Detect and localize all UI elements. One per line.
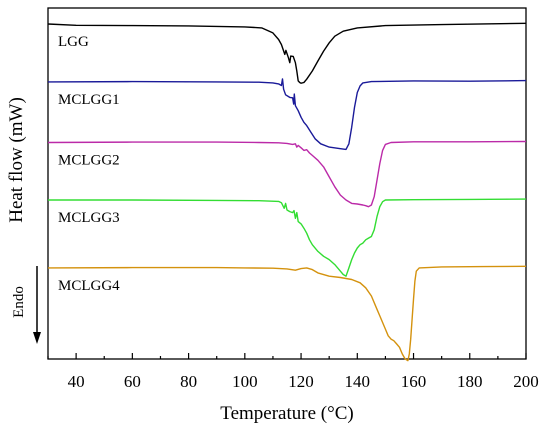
plot-frame xyxy=(47,7,527,360)
series-labels: LGG MCLGG1 MCLGG2 MCLGG3 MCLGG4 xyxy=(58,34,120,294)
series-line-mclgg4 xyxy=(47,265,527,362)
x-axis-ticks: 40 60 80 100 120 140 160 180 200 xyxy=(47,353,539,391)
y-axis-title: Heat flow (mW) xyxy=(6,97,27,223)
x-tick-label: 100 xyxy=(232,372,258,391)
x-tick-label: 120 xyxy=(288,372,314,391)
series-curves xyxy=(47,22,527,362)
x-tick-label: 60 xyxy=(124,372,141,391)
series-label-mclgg3: MCLGG3 xyxy=(58,210,120,226)
x-axis-title: Temperature (°C) xyxy=(220,403,353,424)
series-line-mclgg1 xyxy=(47,78,527,151)
series-line-lgg xyxy=(47,22,527,84)
endo-label: Endo xyxy=(11,286,27,318)
series-label-mclgg1: MCLGG1 xyxy=(58,92,120,108)
x-tick-label: 40 xyxy=(68,372,85,391)
x-tick-label: 80 xyxy=(180,372,197,391)
x-tick-label: 200 xyxy=(513,372,539,391)
series-label-mclgg4: MCLGG4 xyxy=(58,278,120,294)
endo-annotation: Endo xyxy=(11,266,41,344)
x-tick-label: 160 xyxy=(401,372,427,391)
x-tick-label: 180 xyxy=(457,372,483,391)
series-line-mclgg3 xyxy=(48,198,527,277)
series-line-mclgg2 xyxy=(47,140,527,208)
series-label-mclgg2: MCLGG2 xyxy=(58,152,120,168)
endo-arrow-head xyxy=(33,332,41,344)
x-tick-label: 140 xyxy=(345,372,371,391)
series-label-lgg: LGG xyxy=(58,34,89,50)
